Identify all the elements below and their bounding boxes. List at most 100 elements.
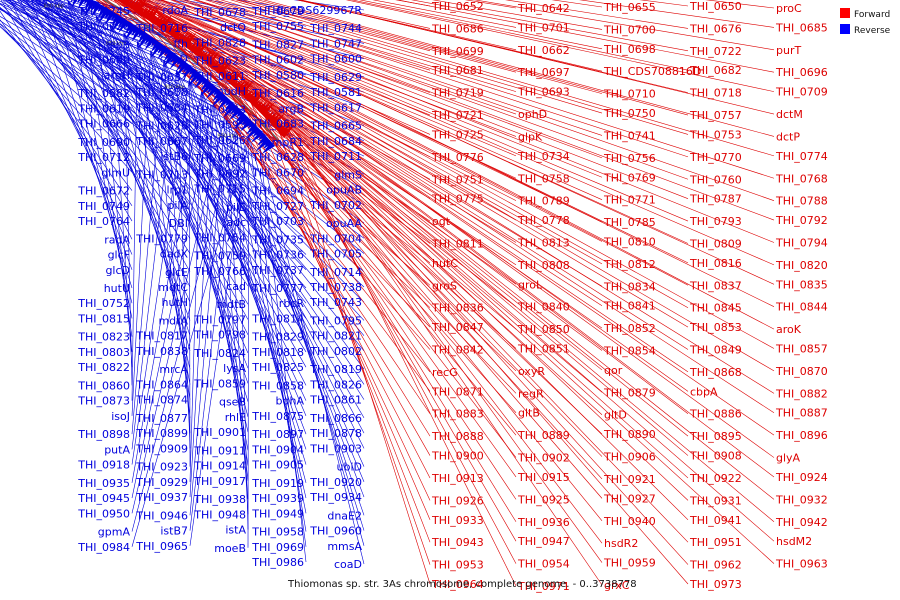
leader-line	[239, 75, 603, 521]
forward-gene-label: THI_0941	[689, 514, 742, 527]
reverse-gene-arrow	[225, 98, 233, 107]
leader-line	[156, 0, 365, 44]
forward-gene-label: THI_0785	[603, 216, 656, 229]
leader-line	[188, 80, 191, 467]
leader-line	[163, 60, 307, 435]
leader-line	[117, 0, 517, 221]
forward-gene-arrow	[266, 111, 278, 124]
leader-line	[9, 0, 133, 45]
leader-line	[159, 0, 603, 178]
forward-gene-label: hsdR2	[604, 537, 638, 550]
forward-gene-label: THI_0769	[603, 171, 656, 184]
forward-gene-label: THI_0709	[775, 86, 828, 99]
forward-gene-arrow	[234, 80, 246, 92]
forward-gene-label: THI_0734	[517, 150, 570, 163]
forward-gene-arrow	[236, 80, 250, 94]
leader-line	[150, 50, 307, 416]
reverse-gene-label: THI_0798	[193, 329, 246, 342]
forward-gene-arrow	[201, 51, 212, 63]
forward-gene-arrow	[180, 32, 193, 47]
reverse-gene-label: THI_0797	[193, 313, 246, 326]
forward-gene-label: THI_0719	[431, 87, 484, 100]
forward-gene-arrow	[147, 5, 160, 23]
leader-line	[269, 105, 603, 563]
leader-line	[9, 0, 133, 240]
reverse-gene-arrow	[213, 87, 221, 96]
reverse-gene-arrow	[252, 127, 263, 138]
reverse-gene-label: THI_0716	[135, 22, 188, 35]
reverse-gene-label: THI_0744	[309, 22, 362, 35]
forward-gene-arrow	[249, 91, 265, 107]
reverse-gene-label: THI_0737	[251, 264, 304, 277]
reverse-gene-arrow	[98, 7, 110, 24]
forward-gene-arrow	[132, 0, 143, 13]
reverse-gene-label: THI_0581	[309, 86, 362, 99]
leader-line	[225, 112, 249, 515]
reverse-gene-label: ompR1	[265, 136, 304, 149]
forward-gene-label: THI_0771	[603, 194, 656, 207]
reverse-gene-label: THI_0822	[77, 361, 130, 374]
reverse-gene-label: THI_0909	[135, 442, 188, 455]
forward-gene-arrow	[239, 80, 254, 96]
reverse-gene-label: THI_0917	[193, 475, 246, 488]
leader-line	[131, 90, 202, 483]
reverse-gene-label: THI_0817	[135, 330, 188, 343]
reverse-gene-label: THI_0903	[309, 442, 362, 455]
reverse-gene-label: THI_0838	[135, 345, 188, 358]
reverse-gene-label: istB7	[160, 525, 188, 538]
leader-line	[142, 0, 517, 157]
reverse-gene-label: THI_0821	[309, 330, 362, 343]
leader-line	[205, 0, 689, 158]
leader-line	[4, 0, 249, 141]
reverse-gene-label: ffh	[173, 37, 188, 50]
reverse-gene-label: THI_0937	[135, 491, 188, 504]
leader-line	[109, 23, 191, 370]
leader-line	[139, 0, 775, 394]
reverse-gene-arrow	[182, 65, 194, 79]
gene-arrows	[57, 0, 296, 155]
reverse-gene-label: opuAB	[326, 184, 362, 197]
reverse-gene-label: THI_0934	[309, 491, 362, 504]
reverse-gene-label: lrp1	[166, 184, 188, 197]
reverse-gene-arrow	[150, 41, 164, 59]
leader-line	[296, 0, 603, 72]
reverse-gene-label: THI_0911	[193, 444, 246, 457]
reverse-gene-label: THI_0984	[77, 541, 130, 554]
reverse-gene-arrow	[169, 55, 182, 70]
forward-gene-arrow	[280, 123, 296, 139]
reverse-gene-arrow	[111, 15, 124, 33]
reverse-gene-label: THI_0914	[193, 460, 246, 473]
leader-line	[230, 0, 689, 135]
reverse-gene-label: THI_0684	[309, 135, 362, 148]
reverse-gene-label: THI_0777	[251, 282, 304, 295]
forward-gene-label: THI_0922	[689, 472, 742, 485]
reverse-gene-arrow	[157, 45, 169, 60]
forward-gene-label: THI_0776	[431, 151, 484, 164]
leader-line	[213, 101, 307, 499]
reverse-gene-label: ubiD	[337, 461, 362, 474]
reverse-gene-label: THI_0803	[77, 346, 130, 359]
reverse-gene-label: THI_0663	[193, 103, 246, 116]
leader-line	[247, 135, 250, 548]
reverse-gene-arrow	[131, 27, 143, 42]
reverse-gene-arrow	[257, 134, 269, 146]
forward-gene-label: THI_0852	[603, 322, 656, 335]
forward-gene-label: THI_0693	[517, 86, 570, 99]
leader-line	[150, 50, 249, 417]
leader-line	[131, 112, 227, 514]
forward-gene-arrow	[122, 0, 130, 7]
leader-line	[235, 0, 431, 52]
reverse-gene-label: THI_0584	[135, 101, 188, 114]
forward-gene-label: THI_0794	[775, 236, 828, 249]
leader-line	[237, 123, 365, 531]
forward-gene-label: ogt	[432, 215, 451, 228]
forward-gene-label: THI_0973	[689, 578, 742, 591]
forward-gene-label: THI_0936	[517, 516, 570, 529]
reverse-gene-label: pilE	[226, 201, 246, 214]
reverse-gene-arrow	[233, 114, 249, 129]
forward-gene-label: THI_0887	[775, 407, 828, 420]
leader-line	[257, 0, 689, 116]
reverse-gene-label: dnaE2	[327, 509, 362, 522]
forward-gene-label: THI_0700	[603, 23, 656, 36]
